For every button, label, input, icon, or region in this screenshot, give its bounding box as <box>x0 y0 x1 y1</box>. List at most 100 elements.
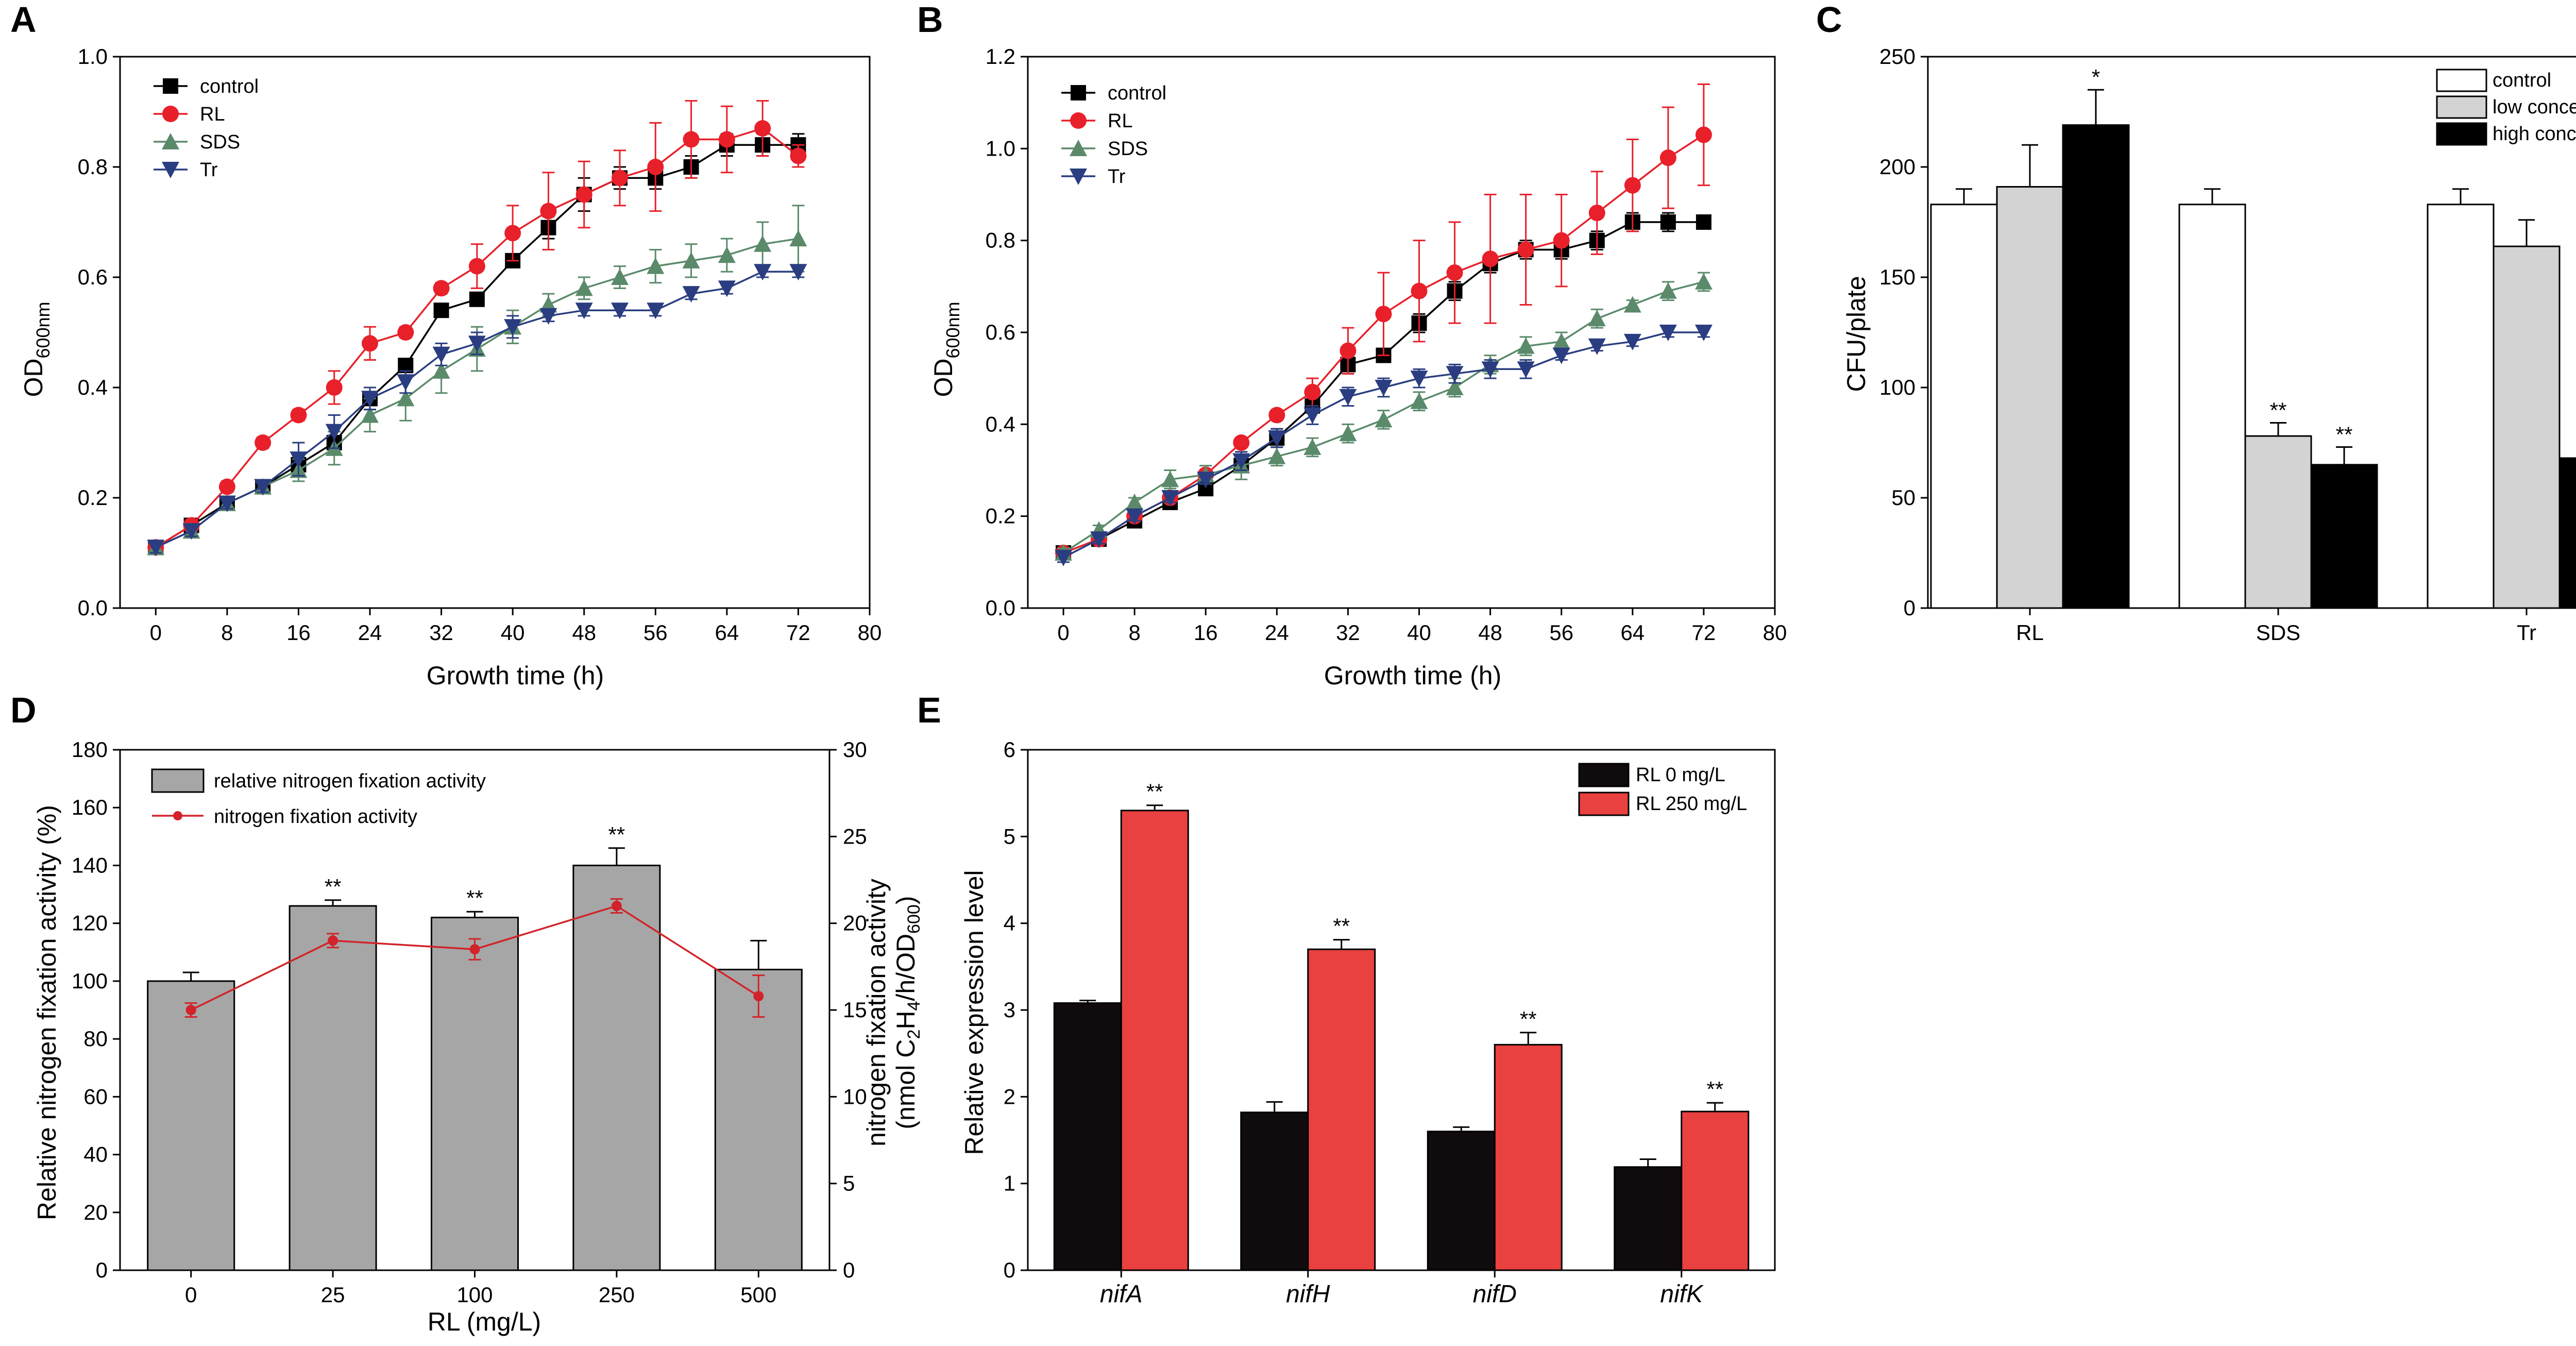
significance-marker: ** <box>2270 398 2287 422</box>
data-point <box>1517 337 1535 354</box>
legend-entry: Tr <box>154 159 218 181</box>
data-point <box>1090 531 1108 548</box>
data-point <box>1232 453 1250 470</box>
data-point <box>468 335 486 352</box>
legend-entry: RL 0 mg/L <box>1578 763 1725 787</box>
data-point <box>1659 325 1677 341</box>
legend-label: RL 250 mg/L <box>1636 793 1747 815</box>
bar-high-concentration <box>2558 457 2576 609</box>
data-point <box>1446 379 1464 395</box>
x-tick-label: nifH <box>1286 1281 1330 1308</box>
legend-label: Tr <box>200 159 218 181</box>
y-tick-label: 50 <box>1891 485 1916 510</box>
x-tick-label: 8 <box>221 620 233 645</box>
legend-label: SDS <box>1108 138 1148 160</box>
data-point <box>504 319 522 336</box>
data-point <box>1161 470 1179 487</box>
x-tick-label: 16 <box>1194 620 1218 645</box>
data-point <box>754 264 772 281</box>
x-tick-label: 0 <box>1057 620 1069 645</box>
panel-c: C CFU/plate 050100150200250*RL****SDS**T… <box>1816 0 2576 645</box>
x-tick-label: 8 <box>1128 620 1140 645</box>
data-point <box>1410 371 1428 388</box>
y-tick-label: 0.2 <box>78 485 108 510</box>
data-point <box>647 257 665 274</box>
x-tick-label: 64 <box>1620 620 1645 645</box>
legend-marker <box>162 162 179 178</box>
panel-letter-e: E <box>917 690 941 730</box>
data-point <box>1694 325 1713 341</box>
x-tick-label: 25 <box>321 1283 345 1307</box>
data-point <box>1233 434 1250 451</box>
legend-label: high concentration <box>2493 123 2576 145</box>
data-point <box>1268 447 1286 464</box>
x-tick-label: 72 <box>1692 620 1716 645</box>
data-point <box>1268 407 1285 424</box>
y-tick-label: 0.4 <box>78 375 108 399</box>
data-point <box>362 335 378 352</box>
x-tick-label: 500 <box>740 1283 776 1307</box>
data-point <box>539 308 557 325</box>
bar <box>289 905 377 1271</box>
x-axis-title: Growth time (h) <box>1324 661 1502 690</box>
data-point <box>1482 250 1499 267</box>
x-tick-label: 16 <box>286 620 311 645</box>
legend-swatch <box>2436 69 2487 92</box>
legend-entry: RL 250 mg/L <box>1578 792 1747 816</box>
data-point <box>1446 366 1464 383</box>
y-tick-label: 4 <box>1004 911 1015 935</box>
x-tick-label: 24 <box>358 620 382 645</box>
y-axis-title: Relative expression level <box>960 870 989 1155</box>
legend-marker <box>162 106 179 122</box>
data-point <box>1446 264 1463 281</box>
bar-RL-250-mgL <box>1494 1044 1563 1271</box>
bar-low-concentration <box>2244 435 2312 609</box>
data-point <box>1552 332 1570 349</box>
data-point <box>1660 214 1676 230</box>
y-tick-label: 1.0 <box>78 44 108 69</box>
data-point <box>1588 310 1606 327</box>
legend-label: SDS <box>200 131 240 153</box>
data-point <box>397 374 415 391</box>
data-point <box>1696 214 1711 230</box>
bar-high-concentration <box>2310 464 2378 609</box>
legend-label: nitrogen fixation activity <box>214 806 417 828</box>
data-point <box>790 147 807 164</box>
x-tick-label: nifA <box>1100 1281 1143 1308</box>
panel-d: D RL (mg/L) Relative nitrogen fixation a… <box>10 690 924 1336</box>
data-point <box>754 120 771 137</box>
y-right-tick-label: 10 <box>843 1084 867 1108</box>
y-tick-label: 1 <box>1004 1171 1015 1196</box>
legend-entry: relative nitrogen fixation activity <box>151 768 486 793</box>
y-right-tick-label: 5 <box>843 1171 855 1196</box>
data-point <box>718 246 736 263</box>
legend-marker <box>1070 169 1087 185</box>
x-axis-title: RL (mg/L) <box>428 1307 541 1336</box>
data-point <box>432 346 450 363</box>
y-tick-label: 0.6 <box>986 320 1015 344</box>
legend-entry: high concentration <box>2436 122 2576 146</box>
x-tick-label: 24 <box>1265 620 1289 645</box>
bar-control <box>2178 204 2246 609</box>
data-point <box>218 495 236 512</box>
legend-swatch <box>151 768 205 793</box>
legend-entry: nitrogen fixation activity <box>152 806 417 828</box>
legend-marker <box>1070 112 1087 129</box>
data-point <box>1303 438 1321 455</box>
legend-label: RL <box>200 104 225 125</box>
data-point <box>1411 282 1428 299</box>
x-tick-label: 48 <box>1478 620 1502 645</box>
data-point <box>1340 342 1357 359</box>
legend-marker <box>1071 85 1086 100</box>
panel-letter-c: C <box>1816 0 1842 40</box>
data-point <box>754 235 772 252</box>
x-tick-label: 56 <box>1549 620 1573 645</box>
legend-entry: control <box>1061 82 1166 104</box>
y-right-tick-label: 15 <box>843 998 867 1022</box>
significance-marker: ** <box>1146 780 1163 804</box>
legend-label: control <box>200 76 259 97</box>
data-point <box>575 302 593 319</box>
y-tick-label: 100 <box>72 969 108 993</box>
x-tick-label: 80 <box>1763 620 1787 645</box>
data-point <box>1339 389 1357 406</box>
